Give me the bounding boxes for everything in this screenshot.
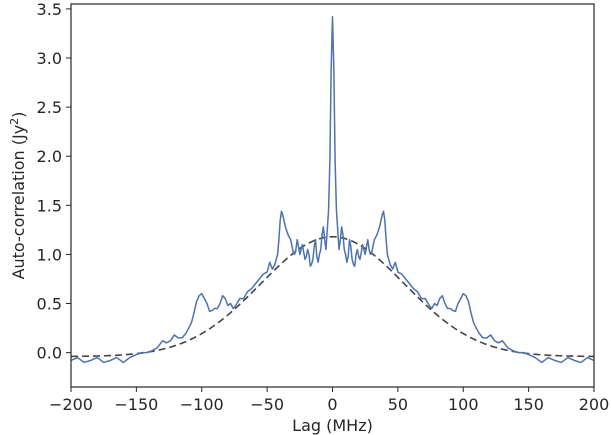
x-tick-label: −50 — [250, 395, 284, 414]
x-tick-label: 200 — [579, 395, 610, 414]
x-tick-label: 100 — [448, 395, 479, 414]
plot-frame — [70, 3, 595, 388]
y-tick-label: 0.5 — [37, 295, 62, 314]
y-tick-label: 3.5 — [37, 0, 62, 19]
autocorrelation-line — [70, 16, 595, 364]
y-axis-label-superscript: 2 — [8, 118, 21, 125]
y-axis-ticks: 0.0 0.5 1.0 1.5 2.0 2.5 3.0 3.5 — [37, 0, 71, 363]
x-axis-label: Lag (MHz) — [292, 416, 373, 435]
y-axis-label-close: ) — [9, 112, 28, 118]
y-tick-label: 1.0 — [37, 245, 62, 264]
plot-curves — [70, 16, 595, 364]
x-tick-label: −150 — [114, 395, 158, 414]
y-tick-label: 2.0 — [37, 147, 62, 166]
x-tick-label: −100 — [180, 395, 224, 414]
x-tick-label: 150 — [513, 395, 544, 414]
x-tick-label: 0 — [327, 395, 337, 414]
y-axis-label: Auto-correlation (Jy2) — [8, 112, 28, 280]
x-tick-label: −200 — [49, 395, 93, 414]
x-tick-label: 50 — [388, 395, 408, 414]
gaussian-fit-line — [70, 235, 595, 358]
y-tick-label: 0.0 — [37, 344, 62, 363]
x-axis-ticks: −200 −150 −100 −50 0 50 100 150 200 — [49, 387, 609, 414]
y-tick-label: 3.0 — [37, 49, 62, 68]
y-tick-label: 2.5 — [37, 98, 62, 117]
y-tick-label: 1.5 — [37, 196, 62, 215]
y-axis-label-main: Auto-correlation (Jy — [9, 125, 28, 280]
